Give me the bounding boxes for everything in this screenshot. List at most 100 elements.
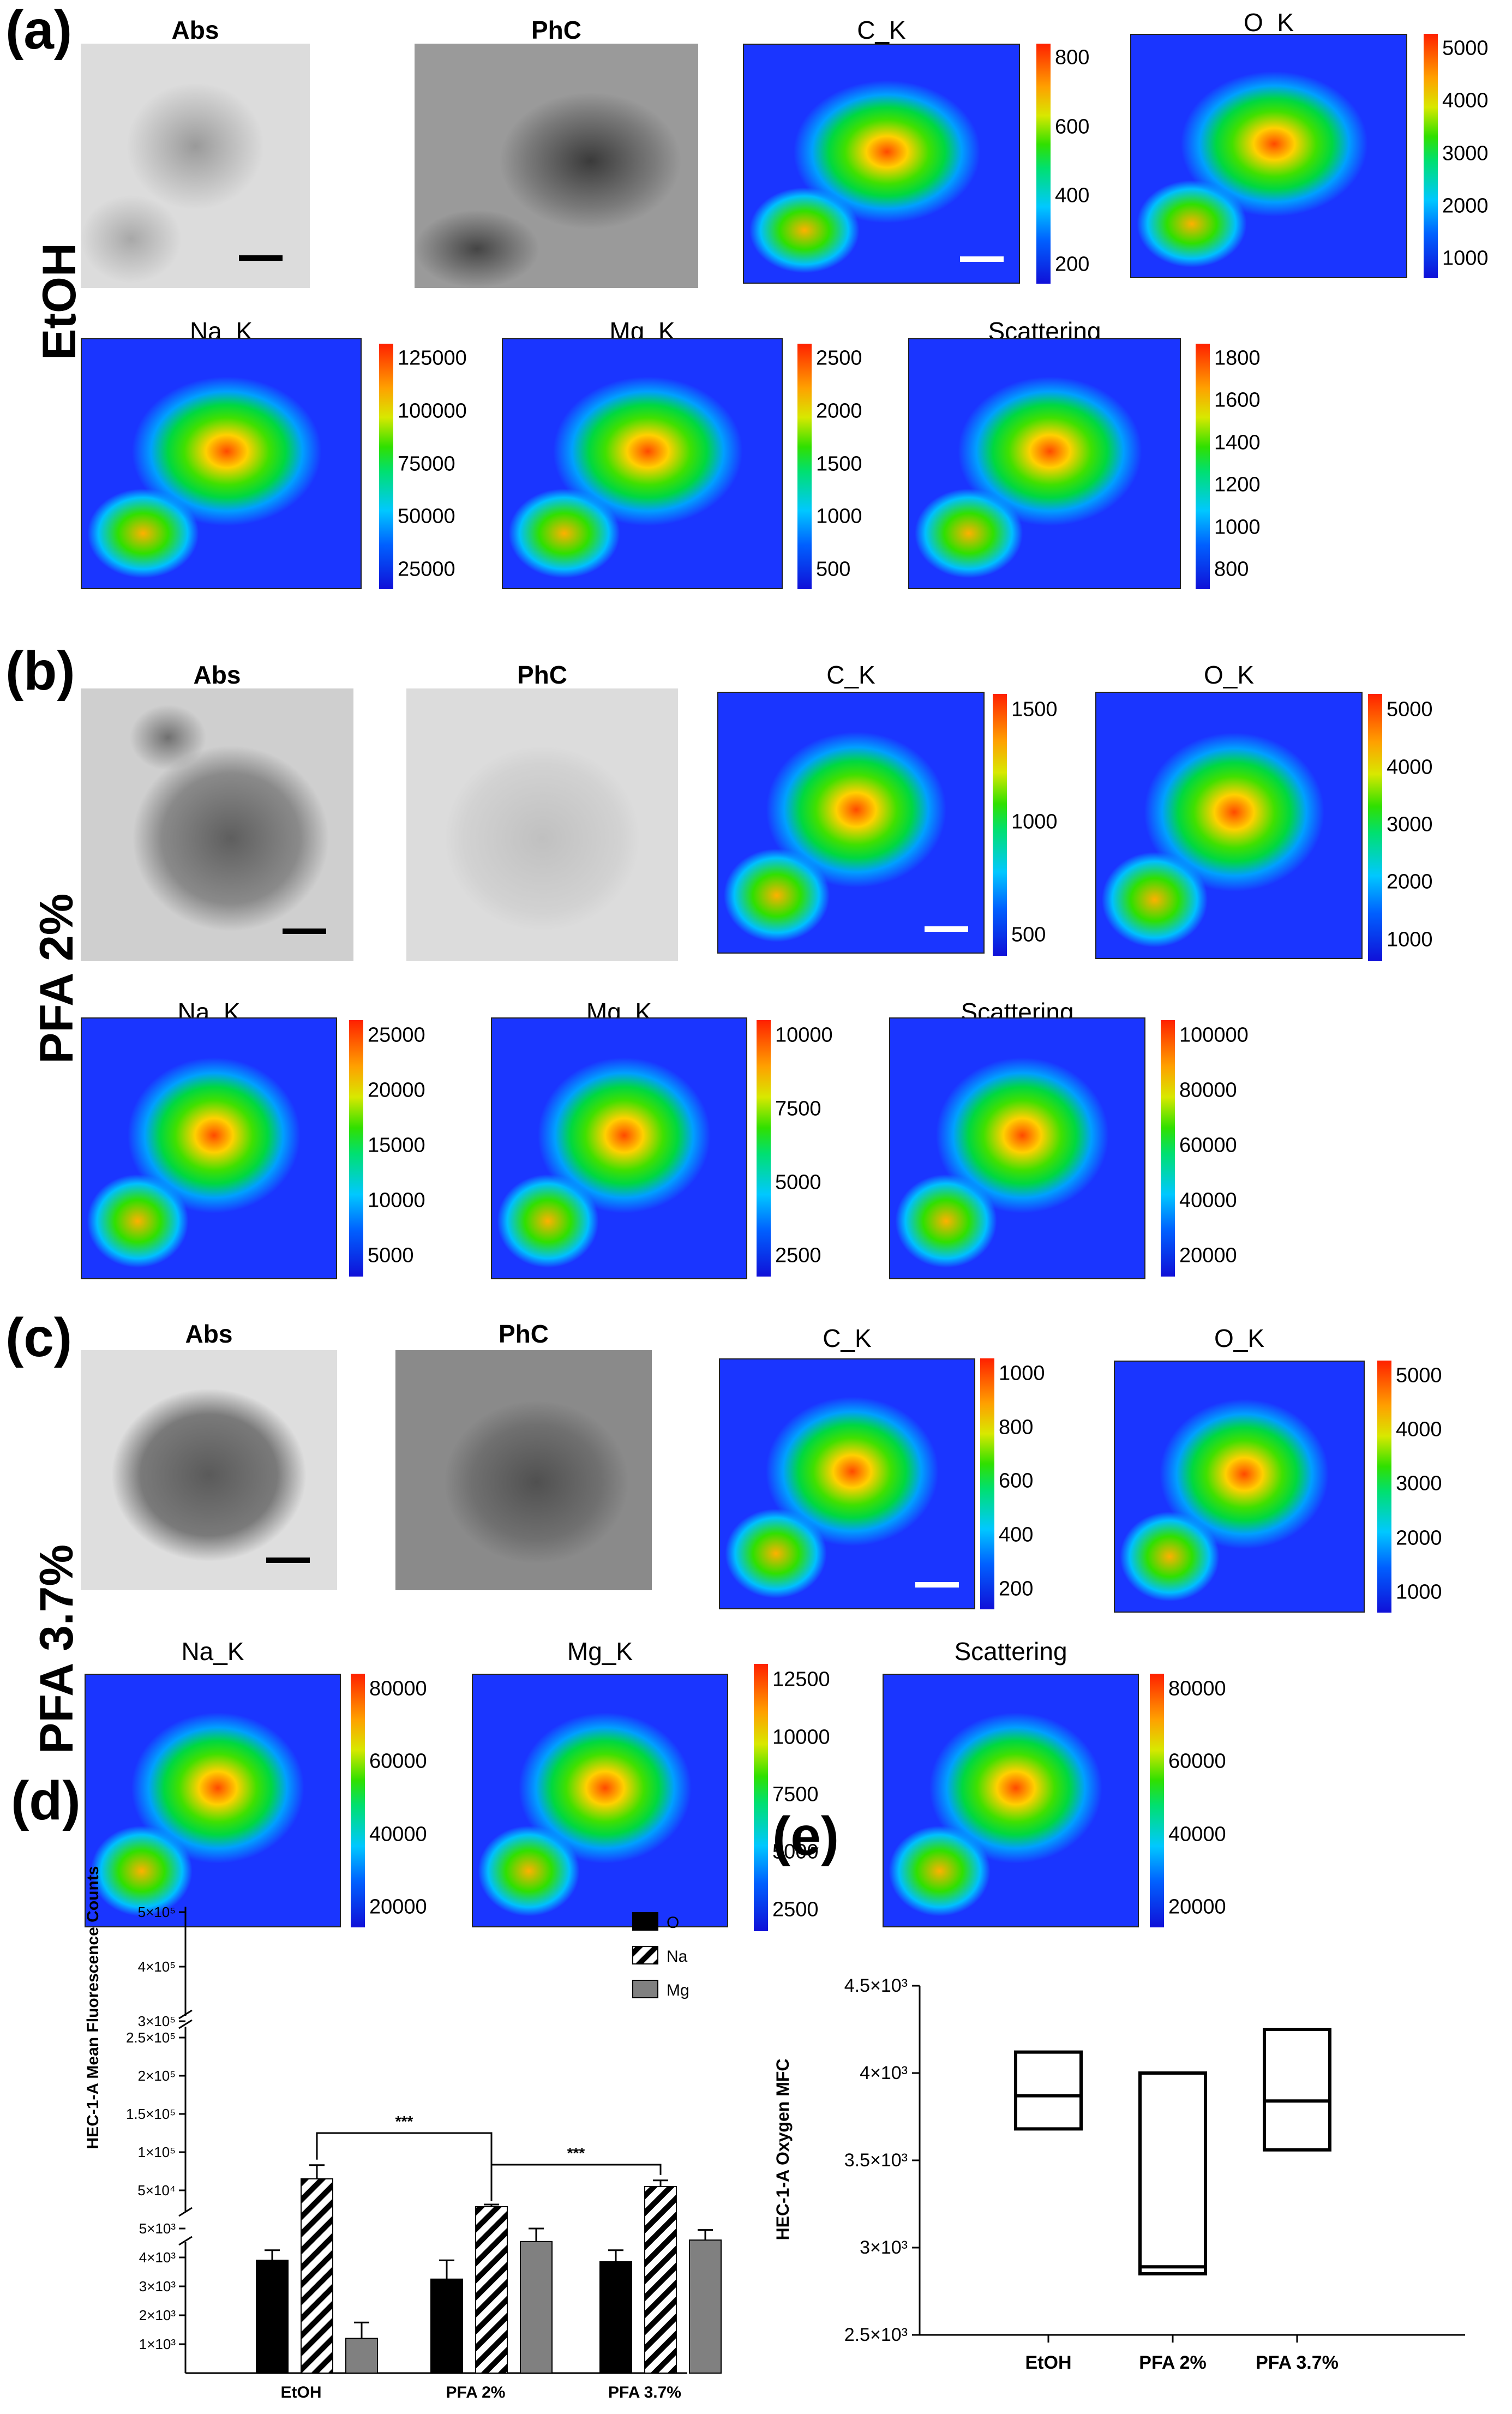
colorbar-tick-label: 20000 bbox=[369, 1895, 427, 1919]
image-title: Scattering bbox=[954, 1637, 1067, 1666]
bar-chart-d: (d) HEC-1-A Mean Fluorescence Counts 1×10³… bbox=[11, 1770, 722, 2401]
row-label: EtOH bbox=[33, 243, 86, 360]
colorbar-tick-label: 4000 bbox=[1396, 1418, 1442, 1441]
scale-bar bbox=[960, 256, 1004, 262]
colorbar bbox=[349, 1020, 363, 1277]
scale-bar bbox=[283, 929, 326, 934]
panel-letter: (e) bbox=[772, 1806, 839, 1867]
colorbar-tick-label: 5000 bbox=[1387, 698, 1433, 721]
colorbar-tick-label: 500 bbox=[1011, 923, 1046, 947]
colorbar-tick-label: 40000 bbox=[1168, 1823, 1226, 1846]
grayscale-image bbox=[81, 1350, 337, 1590]
colorbar-tick-label: 2000 bbox=[816, 399, 862, 423]
y-tick-label: 5×10⁴ bbox=[137, 2182, 176, 2199]
colorbar bbox=[754, 1664, 768, 1931]
y-tick-label: 3×10³ bbox=[139, 2278, 176, 2295]
colorbar-tick-label: 1800 bbox=[1214, 346, 1261, 370]
significance-bracket bbox=[316, 2132, 493, 2201]
colorbar-tick-label: 1000 bbox=[1387, 928, 1433, 951]
elemental-map bbox=[743, 44, 1020, 284]
colorbar bbox=[1424, 34, 1438, 278]
image-title: PhC bbox=[517, 661, 567, 689]
x-category-label: PFA 3.7% bbox=[608, 2383, 681, 2401]
colorbar-tick-label: 10000 bbox=[775, 1023, 833, 1047]
elemental-map bbox=[883, 1674, 1139, 1927]
elemental-map bbox=[889, 1017, 1145, 1279]
colorbar bbox=[1368, 694, 1382, 961]
x-category-label: EtOH bbox=[281, 2383, 322, 2401]
colorbar-tick-label: 1000 bbox=[1011, 810, 1058, 834]
image-title: Abs bbox=[193, 661, 241, 689]
colorbar bbox=[1377, 1361, 1391, 1613]
bar bbox=[345, 2338, 378, 2374]
colorbar bbox=[757, 1020, 771, 1277]
grayscale-image bbox=[81, 688, 353, 961]
axis-break bbox=[178, 2207, 193, 2217]
bar bbox=[475, 2206, 508, 2374]
elemental-map bbox=[85, 1674, 341, 1927]
legend-label: Na bbox=[667, 1948, 688, 1966]
colorbar-tick-label: 25000 bbox=[398, 558, 455, 581]
x-category-label: EtOH bbox=[1025, 2352, 1072, 2373]
colorbar-tick-label: 600 bbox=[1055, 115, 1090, 139]
x-category-label: PFA 3.7% bbox=[1256, 2352, 1339, 2373]
colorbar-tick-label: 10000 bbox=[772, 1726, 830, 1749]
colorbar-tick-label: 25000 bbox=[368, 1023, 425, 1047]
y-tick-label: 1.5×10⁵ bbox=[126, 2106, 176, 2122]
colorbar-tick-label: 5000 bbox=[1396, 1364, 1442, 1387]
colorbar-tick-label: 3000 bbox=[1387, 813, 1433, 836]
colorbar-tick-label: 20000 bbox=[1179, 1244, 1237, 1267]
bar bbox=[301, 2178, 333, 2374]
colorbar-tick-label: 500 bbox=[816, 558, 851, 581]
x-category-label: PFA 2% bbox=[446, 2383, 506, 2401]
colorbar-tick-label: 80000 bbox=[1179, 1079, 1237, 1102]
colorbar-tick-label: 400 bbox=[999, 1523, 1034, 1547]
bar bbox=[520, 2241, 553, 2374]
colorbar-tick-label: 2000 bbox=[1387, 870, 1433, 894]
y-tick-label: 4.5×10³ bbox=[844, 1975, 908, 1996]
legend-label: Mg bbox=[667, 1981, 689, 1999]
colorbar bbox=[797, 344, 812, 589]
elemental-map bbox=[719, 1358, 975, 1609]
image-title: O_K bbox=[1214, 1324, 1265, 1352]
image-title: Abs bbox=[185, 1320, 233, 1348]
colorbar-tick-label: 2500 bbox=[772, 1898, 819, 1921]
colorbar bbox=[993, 694, 1007, 956]
colorbar-tick-label: 2000 bbox=[1396, 1526, 1442, 1550]
colorbar bbox=[351, 1674, 365, 1927]
colorbar-tick-label: 10000 bbox=[368, 1189, 425, 1212]
colorbar-tick-label: 800 bbox=[1214, 558, 1249, 581]
colorbar-tick-label: 1000 bbox=[1214, 516, 1261, 539]
axis-break bbox=[178, 2236, 193, 2246]
grayscale-image bbox=[415, 44, 698, 288]
y-tick-label: 4×10⁵ bbox=[138, 1958, 176, 1975]
elemental-map bbox=[908, 338, 1181, 589]
colorbar-tick-label: 60000 bbox=[369, 1750, 427, 1773]
colorbar-tick-label: 12500 bbox=[772, 1668, 830, 1691]
y-tick-label: 3.5×10³ bbox=[844, 2150, 908, 2171]
image-title: O_K bbox=[1243, 8, 1294, 37]
colorbar bbox=[980, 1358, 994, 1609]
image-title: C_K bbox=[857, 16, 906, 44]
panel-letter: (d) bbox=[11, 1770, 81, 1831]
image-title: C_K bbox=[823, 1324, 872, 1352]
elemental-map bbox=[1095, 692, 1363, 959]
colorbar-tick-label: 100000 bbox=[398, 399, 467, 423]
axis-break bbox=[178, 2009, 193, 2020]
box bbox=[1138, 2071, 1207, 2275]
colorbar-tick-label: 400 bbox=[1055, 184, 1090, 207]
bar bbox=[256, 2260, 289, 2374]
y-tick-label: 4×10³ bbox=[139, 2249, 176, 2266]
colorbar-tick-label: 1000 bbox=[1442, 247, 1489, 270]
y-tick-label: 2.5×10³ bbox=[844, 2325, 908, 2345]
bar bbox=[644, 2186, 677, 2374]
box bbox=[1014, 2050, 1083, 2131]
legend-label: O bbox=[667, 1914, 679, 1932]
scale-bar bbox=[239, 255, 283, 261]
grayscale-image bbox=[81, 44, 310, 288]
colorbar bbox=[1036, 44, 1051, 284]
image-title: Na_K bbox=[181, 1637, 244, 1666]
image-title: Abs bbox=[171, 16, 219, 44]
elemental-map bbox=[81, 1017, 337, 1279]
grayscale-image bbox=[395, 1350, 652, 1590]
